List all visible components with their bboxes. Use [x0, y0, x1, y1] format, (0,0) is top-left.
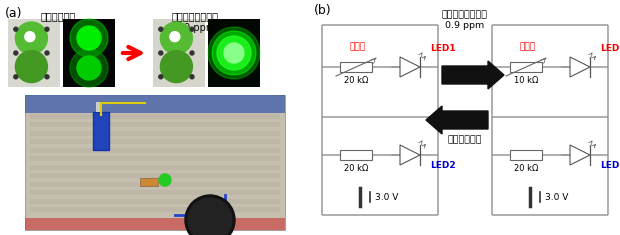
Bar	[30, 148, 280, 153]
Circle shape	[190, 75, 194, 79]
Text: LED2: LED2	[600, 161, 620, 170]
Circle shape	[190, 51, 194, 55]
Circle shape	[25, 32, 35, 42]
Text: (b): (b)	[314, 4, 332, 17]
Bar	[63, 19, 115, 87]
Text: 20 kΩ: 20 kΩ	[344, 76, 368, 85]
Bar	[96, 102, 100, 112]
Circle shape	[77, 56, 101, 80]
Circle shape	[45, 75, 49, 79]
Circle shape	[188, 198, 232, 235]
Circle shape	[16, 51, 47, 82]
Circle shape	[70, 49, 108, 87]
Bar	[30, 173, 280, 178]
Text: LED1: LED1	[600, 44, 620, 53]
Bar	[510, 150, 542, 160]
Bar	[93, 112, 109, 150]
Circle shape	[159, 174, 171, 186]
Circle shape	[14, 75, 18, 79]
Text: ホルムアルデヒド
0.9 ppm: ホルムアルデヒド 0.9 ppm	[442, 10, 488, 30]
Polygon shape	[400, 145, 420, 165]
Polygon shape	[570, 57, 590, 77]
Bar	[510, 62, 542, 72]
Bar	[30, 199, 280, 204]
Text: 3.0 V: 3.0 V	[375, 192, 399, 201]
Circle shape	[190, 27, 194, 31]
Polygon shape	[400, 57, 420, 77]
Circle shape	[77, 26, 101, 50]
Text: きれいな空気: きれいな空気	[448, 135, 482, 144]
Circle shape	[70, 19, 108, 57]
Bar	[30, 181, 280, 187]
Text: LED2: LED2	[430, 161, 456, 170]
FancyArrow shape	[442, 61, 504, 89]
Circle shape	[45, 27, 49, 31]
Bar	[140, 178, 158, 186]
Bar	[30, 139, 280, 144]
Circle shape	[159, 51, 163, 55]
Circle shape	[208, 27, 260, 79]
FancyArrow shape	[426, 106, 488, 134]
Circle shape	[14, 27, 18, 31]
Circle shape	[161, 51, 192, 82]
Text: きれいな空気: きれいな空気	[40, 11, 76, 21]
Circle shape	[224, 43, 244, 63]
Circle shape	[159, 27, 163, 31]
Text: センサ: センサ	[520, 42, 536, 51]
Bar	[340, 150, 372, 160]
Bar	[30, 156, 280, 161]
Circle shape	[14, 51, 18, 55]
Polygon shape	[570, 145, 590, 165]
Text: (a): (a)	[5, 7, 22, 20]
Circle shape	[185, 195, 235, 235]
Bar	[8, 19, 60, 87]
Circle shape	[217, 36, 251, 70]
Text: 20 kΩ: 20 kΩ	[514, 164, 538, 173]
Text: 10 kΩ: 10 kΩ	[514, 76, 538, 85]
Bar	[208, 19, 260, 87]
Text: センサ: センサ	[350, 42, 366, 51]
Bar	[30, 130, 280, 136]
Bar	[30, 164, 280, 169]
Circle shape	[161, 22, 192, 54]
Bar	[30, 114, 280, 118]
Bar	[25, 95, 285, 113]
Text: 3.0 V: 3.0 V	[545, 192, 569, 201]
Bar	[25, 95, 285, 230]
Circle shape	[170, 32, 180, 42]
Bar	[30, 207, 280, 212]
Circle shape	[159, 75, 163, 79]
Bar	[340, 62, 372, 72]
Text: LED1: LED1	[430, 44, 456, 53]
Circle shape	[16, 22, 47, 54]
Bar	[30, 122, 280, 127]
Circle shape	[212, 31, 256, 75]
Bar	[25, 218, 285, 230]
Bar	[153, 19, 205, 87]
Circle shape	[45, 51, 49, 55]
Bar	[30, 190, 280, 195]
Text: 20 kΩ: 20 kΩ	[344, 164, 368, 173]
Text: ホルムアルデヒド
0.9 ppm: ホルムアルデヒド 0.9 ppm	[172, 11, 218, 33]
